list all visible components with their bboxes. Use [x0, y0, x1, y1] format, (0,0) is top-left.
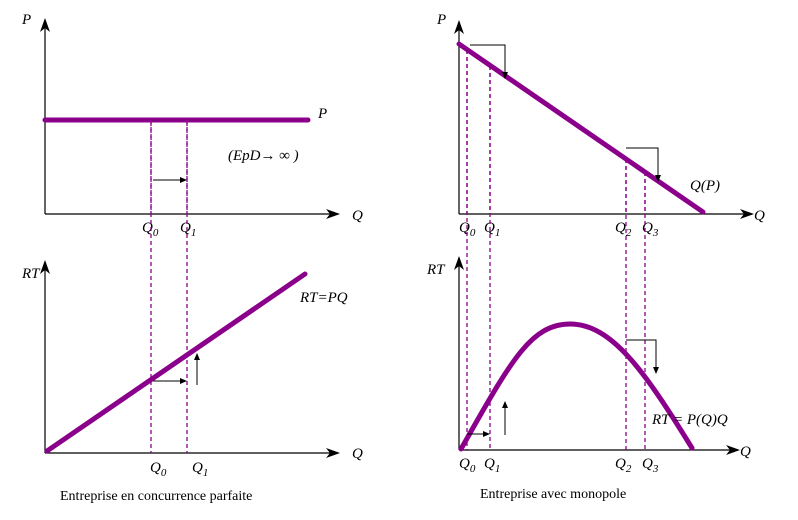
q2-label: Q2 [615, 220, 632, 239]
demand-curve [456, 41, 706, 215]
price-change-arrow-right [626, 147, 661, 182]
price-change-arrow-left [470, 44, 508, 79]
panel-bottom-left: RT Q RT=PQ Q0 Q1 [21, 122, 363, 479]
q2-label: Q2 [615, 456, 632, 475]
caption-right: Entreprise avec monopole [480, 487, 626, 502]
q3-label: Q3 [642, 220, 659, 239]
panel-bottom-right: RT Q RT = P(Q)Q Q0 Q1 Q2 Q3 [426, 50, 751, 475]
q1-label: Q1 [484, 456, 500, 475]
demand-curve-label: Q(P) [690, 178, 720, 194]
q0-label: Q0 [459, 456, 476, 475]
q1-label: Q1 [180, 220, 196, 239]
revenue-line [44, 271, 308, 454]
q0-label: Q0 [459, 220, 476, 239]
revenue-line-label: RT=PQ [299, 290, 348, 306]
panel-top-right: P Q Q(P) Q0 Q1 Q2 Q3 [436, 12, 765, 239]
revenue-curve-label: RT = P(Q)Q [651, 412, 728, 428]
caption-left: Entreprise en concurrence parfaite [60, 489, 252, 504]
y-axis-label: RT [21, 266, 41, 282]
y-axis-label: RT [426, 262, 446, 278]
q1-label: Q1 [192, 460, 208, 479]
y-axis-label: P [436, 12, 446, 28]
q0-label: Q0 [142, 220, 159, 239]
price-line-label: P [317, 106, 327, 122]
x-axis-label: Q [352, 208, 363, 224]
revenue-curve [458, 321, 695, 452]
q3-label: Q3 [642, 456, 659, 475]
q1-label: Q1 [484, 220, 500, 239]
x-axis-label: Q [754, 208, 765, 224]
y-axis-label: P [21, 12, 31, 28]
x-axis-label: Q [352, 446, 363, 462]
q0-label: Q0 [150, 460, 167, 479]
x-axis-label: Q [740, 444, 751, 460]
elasticity-label: (EpD→ ∞ ) [228, 148, 299, 164]
revenue-decrease-arrow [626, 339, 659, 374]
panel-top-left: P Q P (EpD→ ∞ ) Q0 Q1 [21, 12, 363, 239]
